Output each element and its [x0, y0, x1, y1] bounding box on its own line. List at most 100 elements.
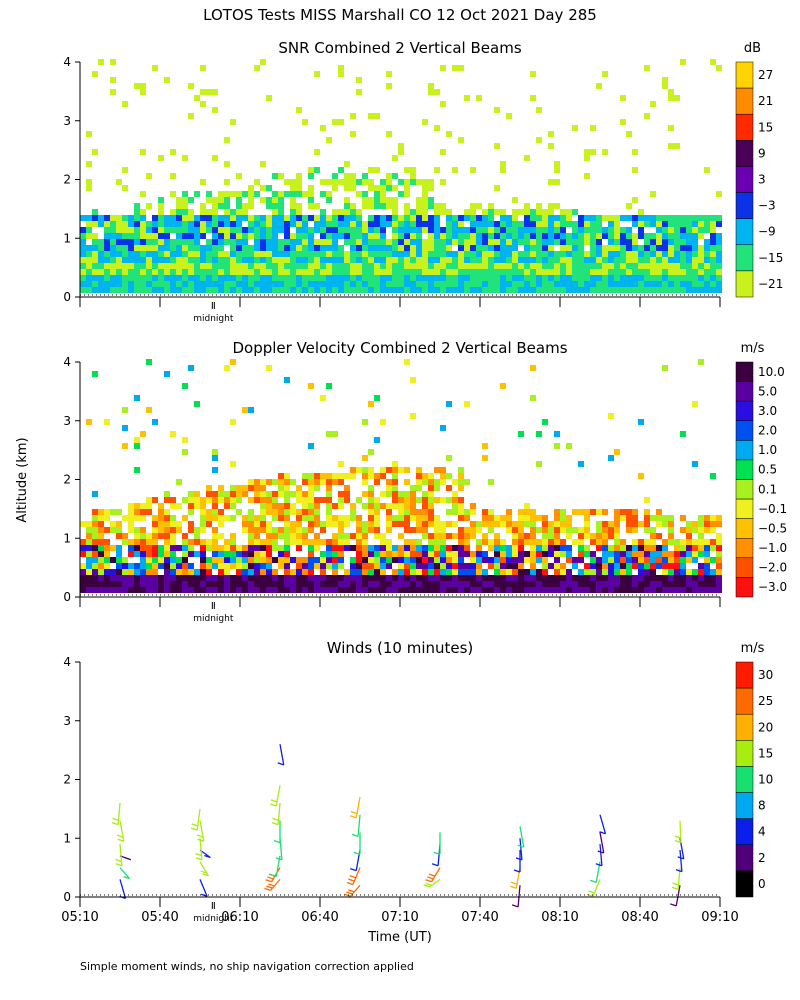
- heatmap-cell: [248, 545, 254, 551]
- heatmap-cell: [218, 275, 224, 281]
- heatmap-cell: [266, 269, 272, 275]
- heatmap-cell: [692, 287, 698, 293]
- heatmap-cell: [98, 521, 104, 527]
- heatmap-cell: [494, 545, 500, 551]
- heatmap-cell: [398, 143, 404, 149]
- heatmap-cell: [554, 587, 560, 593]
- heatmap-cell: [80, 551, 86, 557]
- heatmap-cell: [224, 539, 230, 545]
- heatmap-cell: [230, 575, 236, 581]
- heatmap-cell: [92, 539, 98, 545]
- heatmap-cell: [170, 587, 176, 593]
- heatmap-cell: [164, 263, 170, 269]
- heatmap-cell: [512, 245, 518, 251]
- heatmap-cell: [668, 515, 674, 521]
- heatmap-cell: [578, 539, 584, 545]
- heatmap-cell: [506, 227, 512, 233]
- heatmap-cell: [104, 539, 110, 545]
- wind-barb-flag: [268, 883, 275, 887]
- heatmap-cell: [146, 557, 152, 563]
- y-tick-label: 3: [63, 414, 71, 428]
- heatmap-cell: [416, 509, 422, 515]
- heatmap-cell: [476, 251, 482, 257]
- heatmap-cell: [80, 545, 86, 551]
- heatmap-cell: [482, 281, 488, 287]
- heatmap-cell: [188, 209, 194, 215]
- heatmap-cell: [410, 545, 416, 551]
- heatmap-cell: [320, 575, 326, 581]
- heatmap-cell: [116, 221, 122, 227]
- colorbar-swatch: [735, 400, 754, 421]
- heatmap-cell: [224, 161, 230, 167]
- heatmap-cell: [332, 263, 338, 269]
- heatmap-cell: [686, 551, 692, 557]
- heatmap-cell: [98, 215, 104, 221]
- wind-barb: [679, 849, 683, 872]
- heatmap-cell: [194, 281, 200, 287]
- heatmap-cell: [440, 575, 446, 581]
- heatmap-cell: [458, 245, 464, 251]
- heatmap-cell: [680, 263, 686, 269]
- heatmap-cell: [86, 221, 92, 227]
- heatmap-cell: [284, 509, 290, 515]
- heatmap-cell: [392, 581, 398, 587]
- heatmap-cell: [620, 245, 626, 251]
- heatmap-cell: [560, 539, 566, 545]
- colorbar-label: 20: [758, 720, 773, 734]
- heatmap-cell: [122, 257, 128, 263]
- heatmap-cell: [326, 581, 332, 587]
- heatmap-cell: [494, 581, 500, 587]
- heatmap-cell: [464, 251, 470, 257]
- heatmap-cell: [386, 221, 392, 227]
- heatmap-cell: [296, 245, 302, 251]
- heatmap-cell: [404, 587, 410, 593]
- heatmap-cell: [326, 431, 332, 437]
- heatmap-cell: [278, 203, 284, 209]
- colorbar-swatch: [735, 687, 754, 715]
- heatmap-cell: [224, 365, 230, 371]
- heatmap-cell: [356, 269, 362, 275]
- heatmap-cell: [296, 107, 302, 113]
- heatmap-cell: [482, 221, 488, 227]
- colorbar-swatch: [735, 113, 754, 141]
- heatmap-cell: [524, 239, 530, 245]
- heatmap-cell: [296, 179, 302, 185]
- heatmap-cell: [128, 269, 134, 275]
- heatmap-cell: [632, 275, 638, 281]
- heatmap-cell: [272, 545, 278, 551]
- heatmap-cell: [542, 257, 548, 263]
- heatmap-cell: [416, 257, 422, 263]
- heatmap-cell: [278, 239, 284, 245]
- heatmap-cell: [494, 233, 500, 239]
- heatmap-cell: [80, 263, 86, 269]
- heatmap-cell: [710, 239, 716, 245]
- heatmap-cell: [428, 473, 434, 479]
- heatmap-cell: [548, 545, 554, 551]
- colorbar-swatch: [735, 166, 754, 193]
- heatmap-cell: [530, 527, 536, 533]
- heatmap-cell: [710, 287, 716, 293]
- wind-barb-flag: [350, 868, 357, 872]
- wind-barb: [119, 844, 123, 866]
- heatmap-cell: [674, 557, 680, 563]
- heatmap-cell: [350, 221, 356, 227]
- heatmap-cell: [524, 221, 530, 227]
- heatmap-cell: [326, 521, 332, 527]
- heatmap-cell: [566, 257, 572, 263]
- heatmap-cell: [602, 563, 608, 569]
- heatmap-cell: [206, 209, 212, 215]
- heatmap-cell: [320, 497, 326, 503]
- heatmap-cell: [572, 125, 578, 131]
- heatmap-cell: [452, 557, 458, 563]
- heatmap-cell: [350, 257, 356, 263]
- heatmap-cell: [308, 587, 314, 593]
- heatmap-cell: [512, 569, 518, 575]
- heatmap-cell: [212, 509, 218, 515]
- wind-barb-flag: [425, 879, 432, 883]
- heatmap-cell: [314, 257, 320, 263]
- heatmap-cell: [218, 545, 224, 551]
- heatmap-cell: [86, 557, 92, 563]
- heatmap-cell: [680, 281, 686, 287]
- heatmap-cell: [584, 287, 590, 293]
- heatmap-cell: [260, 239, 266, 245]
